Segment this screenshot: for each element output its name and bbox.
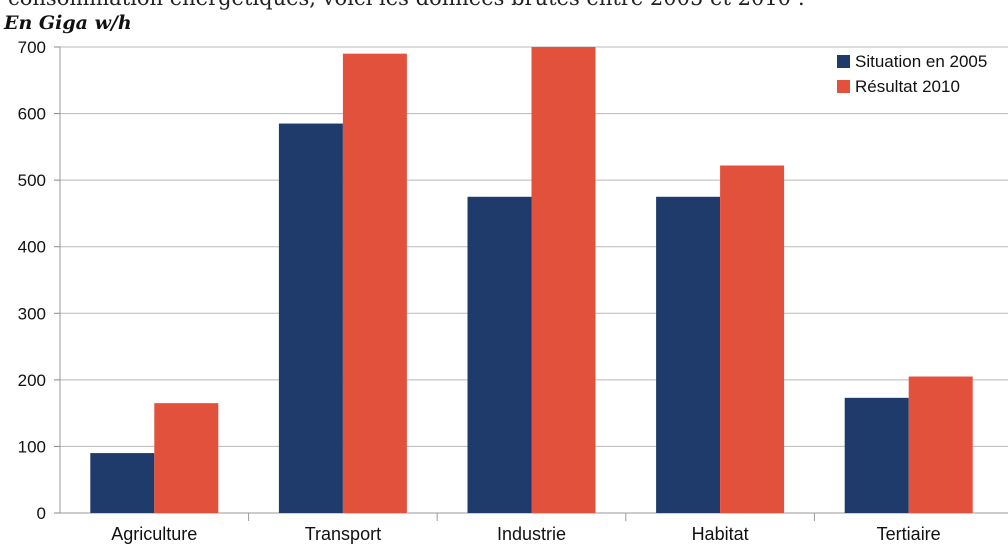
y-tick-label: 200 (18, 371, 46, 390)
y-tick-label: 0 (37, 504, 46, 523)
y-tick-label: 500 (18, 171, 46, 190)
y-tick-label: 100 (18, 437, 46, 456)
x-tick-label: Habitat (692, 524, 749, 544)
x-tick-label: Industrie (497, 524, 566, 544)
y-tick-label: 600 (18, 105, 46, 124)
x-tick-label: Tertiaire (877, 524, 941, 544)
legend-swatch (837, 80, 850, 93)
bar-2005-transport (278, 123, 343, 514)
bar-2005-industrie (467, 196, 532, 514)
x-tick-label: Agriculture (111, 524, 197, 544)
bar-2010-transport (342, 53, 407, 514)
bar-2010-tertiaire (908, 376, 973, 513)
unit-label: En Giga w/h (4, 12, 132, 34)
x-tick-label: Transport (305, 524, 381, 544)
y-tick-label: 700 (18, 38, 46, 57)
legend-label: Situation en 2005 (855, 52, 987, 71)
bar-2010-agriculture (154, 403, 219, 513)
y-tick-label: 300 (18, 304, 46, 323)
bar-2005-habitat (656, 196, 721, 514)
bar-2010-habitat (720, 165, 785, 514)
bar-2005-agriculture (90, 453, 155, 513)
y-tick-label: 400 (18, 238, 46, 257)
bar-2005-tertiaire (844, 397, 909, 513)
legend-label: Résultat 2010 (855, 77, 960, 96)
intro-text: consommation énergétiques, voici les don… (8, 0, 805, 10)
legend-swatch (837, 55, 850, 68)
bar-2010-industrie (531, 47, 596, 513)
